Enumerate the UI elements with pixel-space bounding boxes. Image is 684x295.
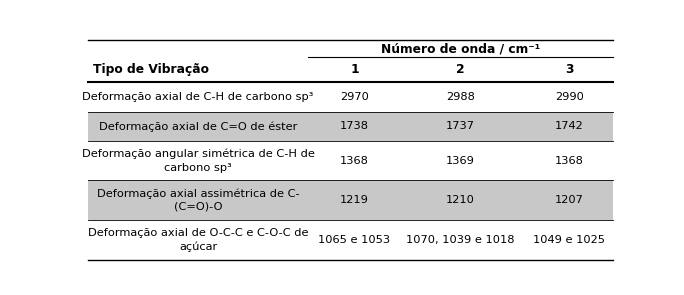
Text: 1070, 1039 e 1018: 1070, 1039 e 1018 bbox=[406, 235, 515, 245]
Text: 2: 2 bbox=[456, 63, 465, 76]
Text: Deformação axial de O-C-C e C-O-C de
açúcar: Deformação axial de O-C-C e C-O-C de açú… bbox=[88, 228, 308, 252]
Text: 1065 e 1053: 1065 e 1053 bbox=[319, 235, 391, 245]
Text: 2988: 2988 bbox=[446, 92, 475, 102]
Text: 1368: 1368 bbox=[555, 156, 583, 166]
Text: 1738: 1738 bbox=[340, 121, 369, 131]
Text: 1369: 1369 bbox=[446, 156, 475, 166]
Text: Tipo de Vibração: Tipo de Vibração bbox=[94, 63, 209, 76]
Text: 1: 1 bbox=[350, 63, 359, 76]
Text: 1742: 1742 bbox=[555, 121, 583, 131]
Text: 3: 3 bbox=[565, 63, 573, 76]
Bar bbox=[88, 180, 613, 220]
Text: 2990: 2990 bbox=[555, 92, 583, 102]
Bar bbox=[88, 112, 613, 141]
Text: 1210: 1210 bbox=[446, 195, 475, 205]
Text: 1207: 1207 bbox=[555, 195, 583, 205]
Text: Deformação angular simétrica de C-H de
carbono sp³: Deformação angular simétrica de C-H de c… bbox=[81, 149, 315, 173]
Text: Deformação axial de C-H de carbono sp³: Deformação axial de C-H de carbono sp³ bbox=[83, 92, 314, 102]
Text: Número de onda / cm⁻¹: Número de onda / cm⁻¹ bbox=[381, 42, 540, 55]
Text: Deformação axial assimétrica de C-
(C=O)-O: Deformação axial assimétrica de C- (C=O)… bbox=[97, 188, 300, 212]
Text: 1049 e 1025: 1049 e 1025 bbox=[534, 235, 605, 245]
Text: Deformação axial de C=O de éster: Deformação axial de C=O de éster bbox=[99, 121, 298, 132]
Text: 1368: 1368 bbox=[340, 156, 369, 166]
Text: 1219: 1219 bbox=[340, 195, 369, 205]
Text: 1737: 1737 bbox=[446, 121, 475, 131]
Text: 2970: 2970 bbox=[340, 92, 369, 102]
